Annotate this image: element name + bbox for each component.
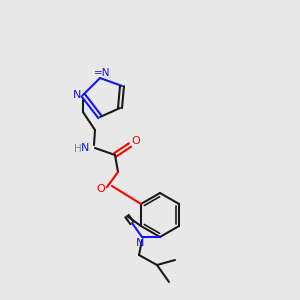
Text: O: O (97, 184, 105, 194)
Text: N: N (81, 143, 89, 153)
Text: H: H (74, 144, 82, 154)
Text: O: O (132, 136, 140, 146)
Text: N: N (136, 238, 144, 248)
Text: N: N (73, 90, 81, 100)
Text: =N: =N (94, 68, 110, 78)
